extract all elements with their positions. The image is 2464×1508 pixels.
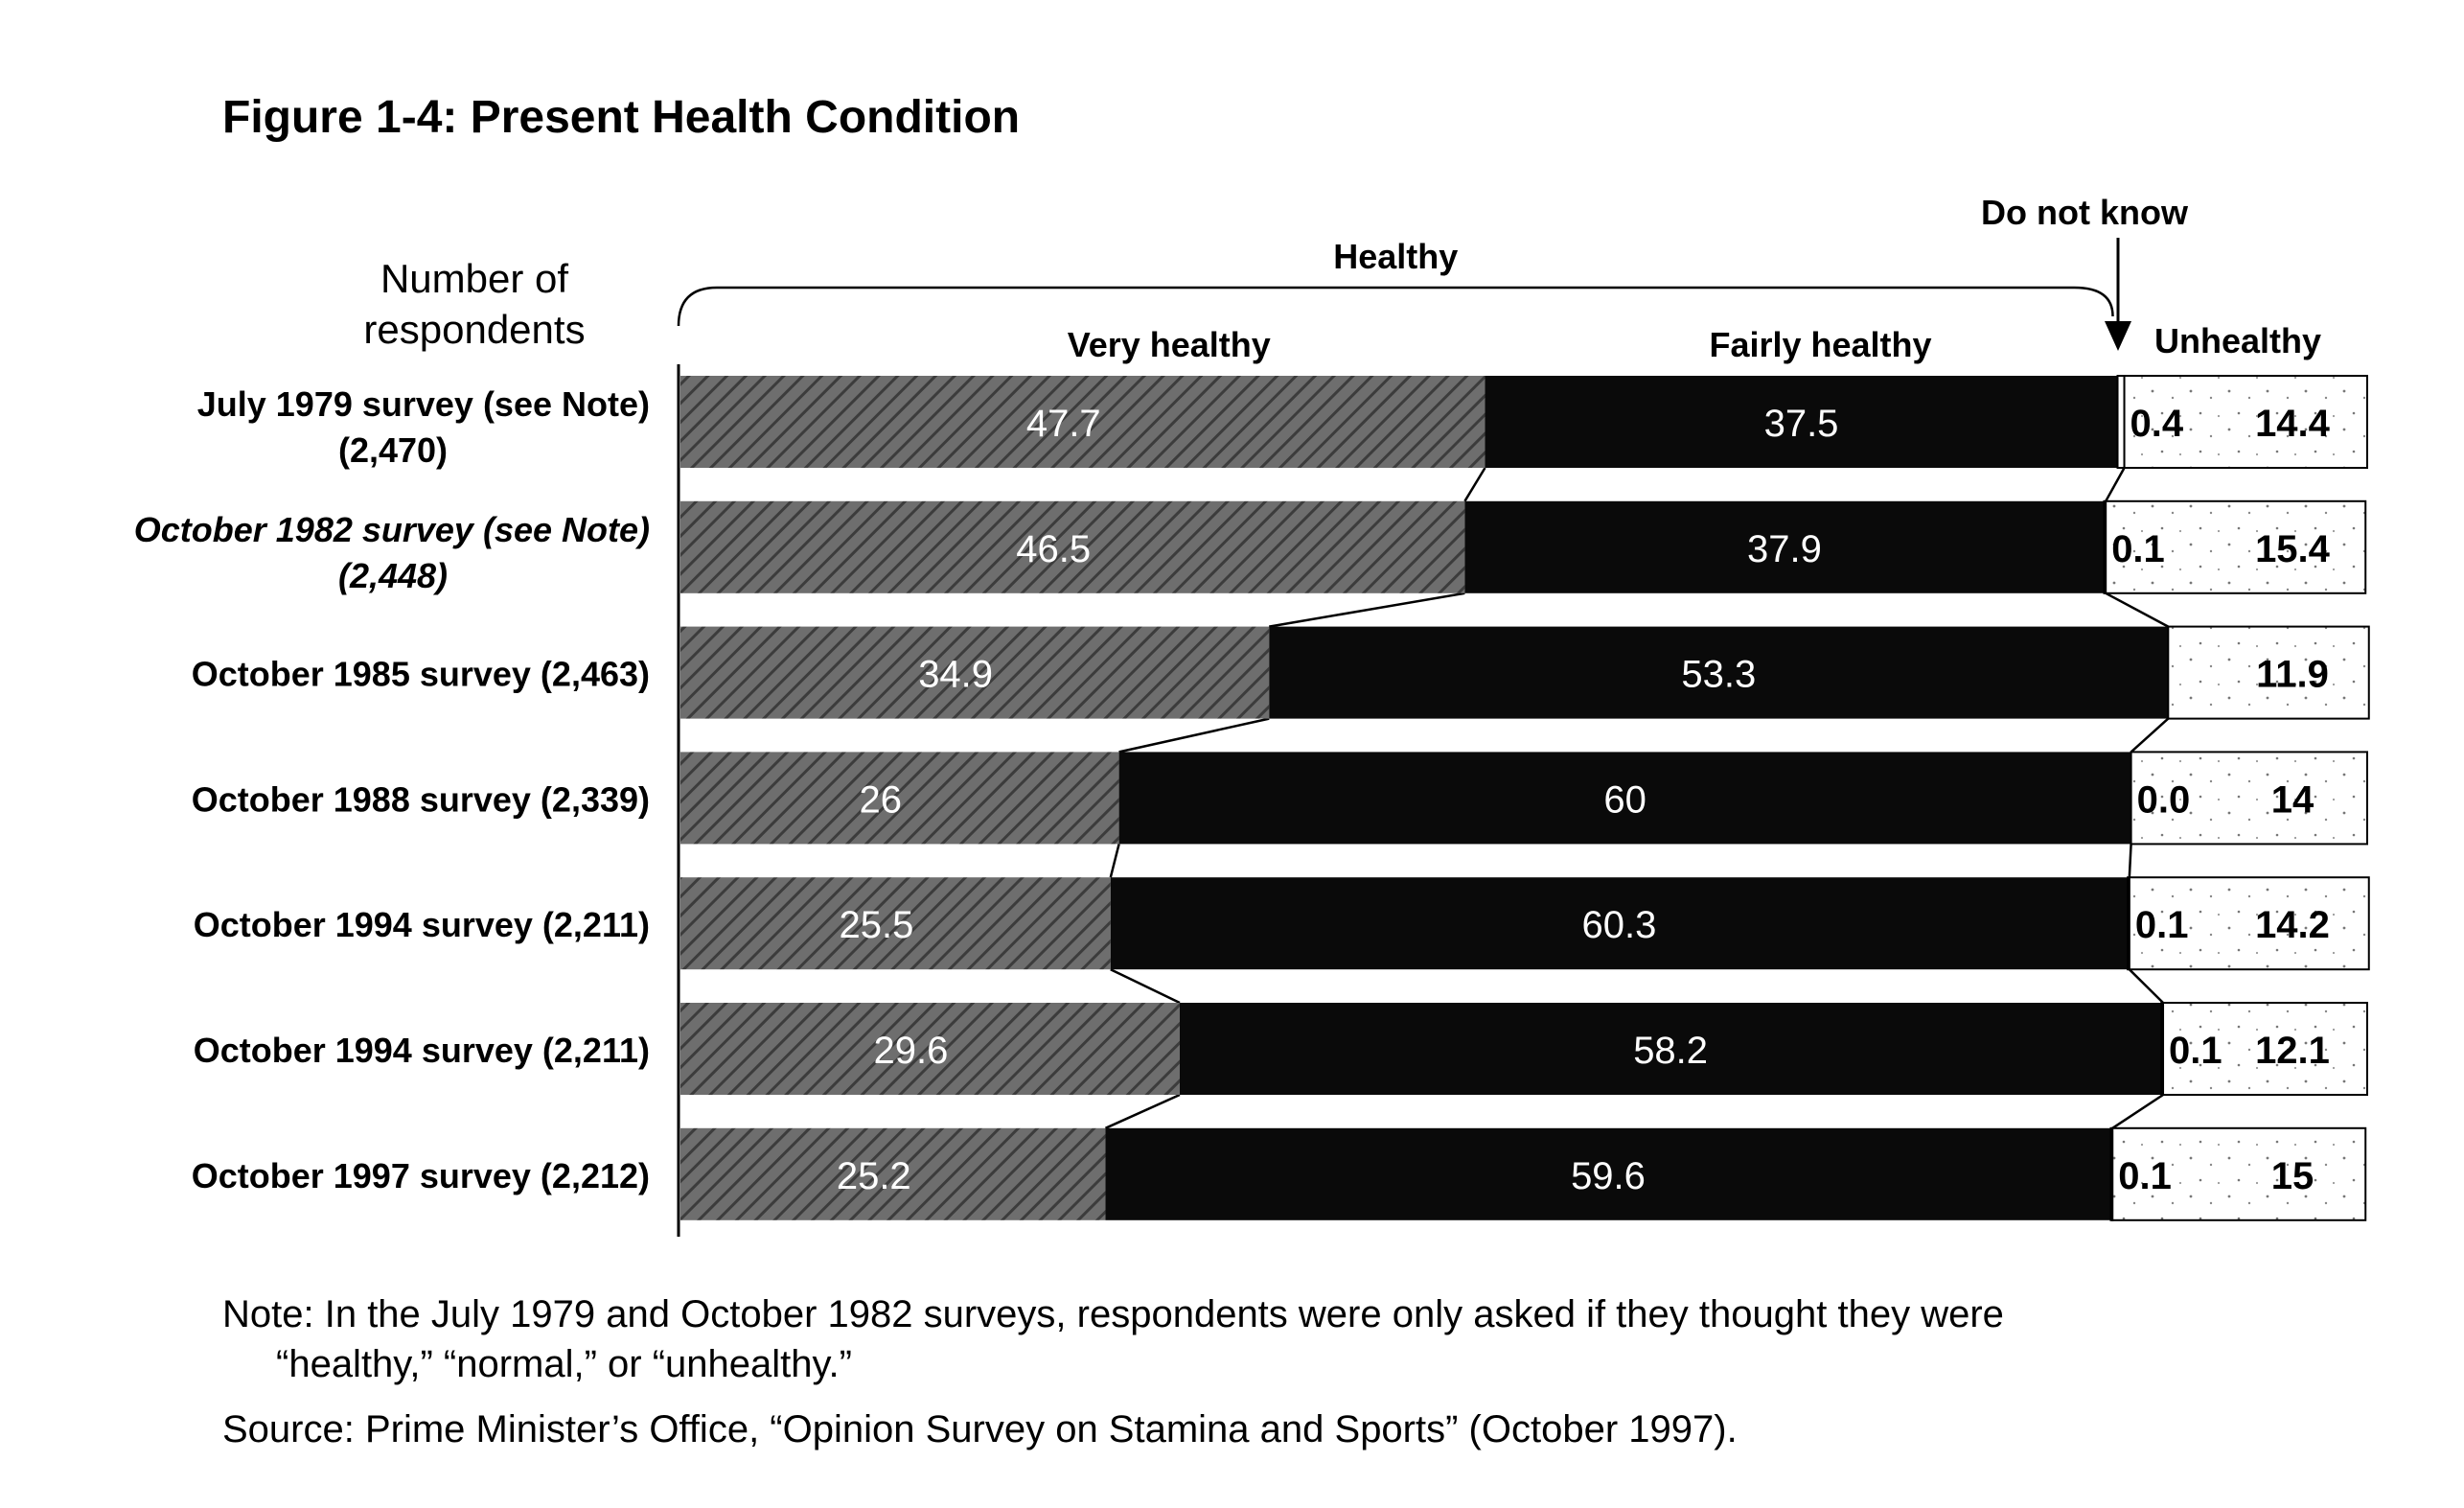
header-labels: Number of respondents Healthy Very healthy F… <box>363 193 2321 364</box>
connector-line <box>2128 844 2132 878</box>
unhealthy-bar <box>2167 625 2370 720</box>
value-label: 34.9 <box>918 654 993 696</box>
connector-line <box>2128 968 2164 1004</box>
row-label: October 1994 survey (2,211) <box>194 1031 650 1070</box>
fairly-healthy-bar <box>1110 877 2129 970</box>
fairly-healthy-bar <box>1269 626 2169 719</box>
value-label: 25.5 <box>839 904 913 946</box>
value-label: 47.7 <box>1026 403 1101 445</box>
value-label: 0.0 <box>2137 778 2191 821</box>
fairly-healthy-bar <box>1118 752 2131 845</box>
unhealthy-bar <box>2105 499 2367 594</box>
row-label: October 1988 survey (2,339) <box>192 779 650 819</box>
value-label: 37.9 <box>1747 528 1822 570</box>
bars <box>680 375 2370 1221</box>
fairly-healthy-bar <box>1105 1127 2111 1220</box>
row-label-count: (2,448) <box>338 556 448 595</box>
value-label: 58.2 <box>1633 1030 1708 1072</box>
legend-fairly-healthy: Fairly healthy <box>1709 325 1931 364</box>
row-axis-title: Number of <box>380 256 568 301</box>
value-label: 0.4 <box>2130 403 2184 445</box>
very-healthy-bar <box>680 500 1465 593</box>
value-label: 0.1 <box>2111 528 2165 570</box>
fairly-healthy-bar <box>1464 500 2105 593</box>
connector-line <box>1105 1093 1181 1129</box>
unhealthy-bar <box>2111 1126 2367 1221</box>
value-label: 15.4 <box>2255 528 2331 570</box>
very-healthy-bar <box>680 877 1111 970</box>
value-label: 0.1 <box>2169 1030 2222 1072</box>
row-label: July 1979 survey (see Note) <box>197 384 650 424</box>
value-label: 12.1 <box>2255 1030 2330 1072</box>
connector-line <box>1109 844 1120 878</box>
value-label: 53.3 <box>1681 654 1756 696</box>
very-healthy-bar <box>680 376 1485 468</box>
legend-unhealthy: Unhealthy <box>2154 321 2321 360</box>
value-label: 14 <box>2271 778 2314 821</box>
unhealthy-bar <box>2123 375 2369 469</box>
unhealthy-bar <box>2130 751 2369 846</box>
row-label-count: (2,470) <box>338 430 448 470</box>
value-label: 0.1 <box>2118 1155 2172 1197</box>
row-label: October 1997 survey (2,212) <box>192 1156 650 1195</box>
row-labels: July 1979 survey (see Note) (2,470) Octobe… <box>134 384 650 1195</box>
row-axis-title-continued: respondents <box>363 307 585 352</box>
connector-line <box>1110 968 1181 1005</box>
row-label: October 1985 survey (2,463) <box>192 655 650 694</box>
legend-do-not-know: Do not know <box>1981 193 2189 232</box>
connector-line <box>2105 467 2126 502</box>
arrow-head-icon <box>2105 321 2131 351</box>
group-label-healthy: Healthy <box>1333 237 1458 276</box>
value-labels: 47.7 37.5 0.4 14.4 46.5 37.9 0.1 15.4 34.9 53.3 11… <box>837 403 2331 1197</box>
value-label: 25.2 <box>837 1155 911 1197</box>
unhealthy-bar <box>2162 1002 2369 1096</box>
connector-line <box>2111 1093 2164 1129</box>
value-label: 46.5 <box>1016 528 1091 570</box>
do-not-know-bar <box>2116 375 2126 469</box>
connector-line <box>1118 717 1270 754</box>
row-label: October 1994 survey (2,211) <box>194 905 650 944</box>
note-text-continued: “healthy,” “normal,” or “unhealthy.” <box>276 1343 852 1385</box>
value-label: 14.4 <box>2255 403 2331 445</box>
value-label: 0.1 <box>2135 904 2189 946</box>
value-label: 26 <box>860 778 903 821</box>
value-label: 14.2 <box>2255 904 2330 946</box>
unhealthy-bar <box>2128 876 2370 971</box>
very-healthy-bar <box>680 1003 1180 1095</box>
connector-line <box>1463 467 1486 502</box>
segment-connectors <box>677 364 2170 1237</box>
chart-title: Figure 1-4: Present Health Condition <box>222 92 1021 143</box>
note-text: Note: In the July 1979 and October 1982 … <box>222 1293 2004 1335</box>
value-label: 60 <box>1603 778 1647 821</box>
very-healthy-bar <box>680 626 1270 719</box>
connector-line <box>2105 592 2169 628</box>
very-healthy-bar <box>680 752 1119 845</box>
connector-line <box>1269 592 1465 628</box>
stacked-bar-chart: July 1979 survey (see Note) (2,470) Octobe… <box>134 193 2370 1237</box>
fairly-healthy-bar <box>1179 1003 2162 1095</box>
value-label: 11.9 <box>2256 654 2329 696</box>
legend-very-healthy: Very healthy <box>1068 325 1271 364</box>
connector-line <box>2130 717 2170 754</box>
value-label: 15 <box>2271 1155 2314 1197</box>
fairly-healthy-bar <box>1485 376 2118 468</box>
healthy-bracket <box>677 286 2114 327</box>
very-healthy-bar <box>680 1127 1106 1220</box>
row-label: October 1982 survey (see Note) <box>134 510 650 549</box>
value-label: 37.5 <box>1764 403 1839 445</box>
value-label: 60.3 <box>1582 904 1657 946</box>
value-label: 59.6 <box>1571 1155 1646 1197</box>
source-text: Source: Prime Minister’s Office, “Opinio… <box>222 1408 1738 1450</box>
value-label: 29.6 <box>874 1030 949 1072</box>
